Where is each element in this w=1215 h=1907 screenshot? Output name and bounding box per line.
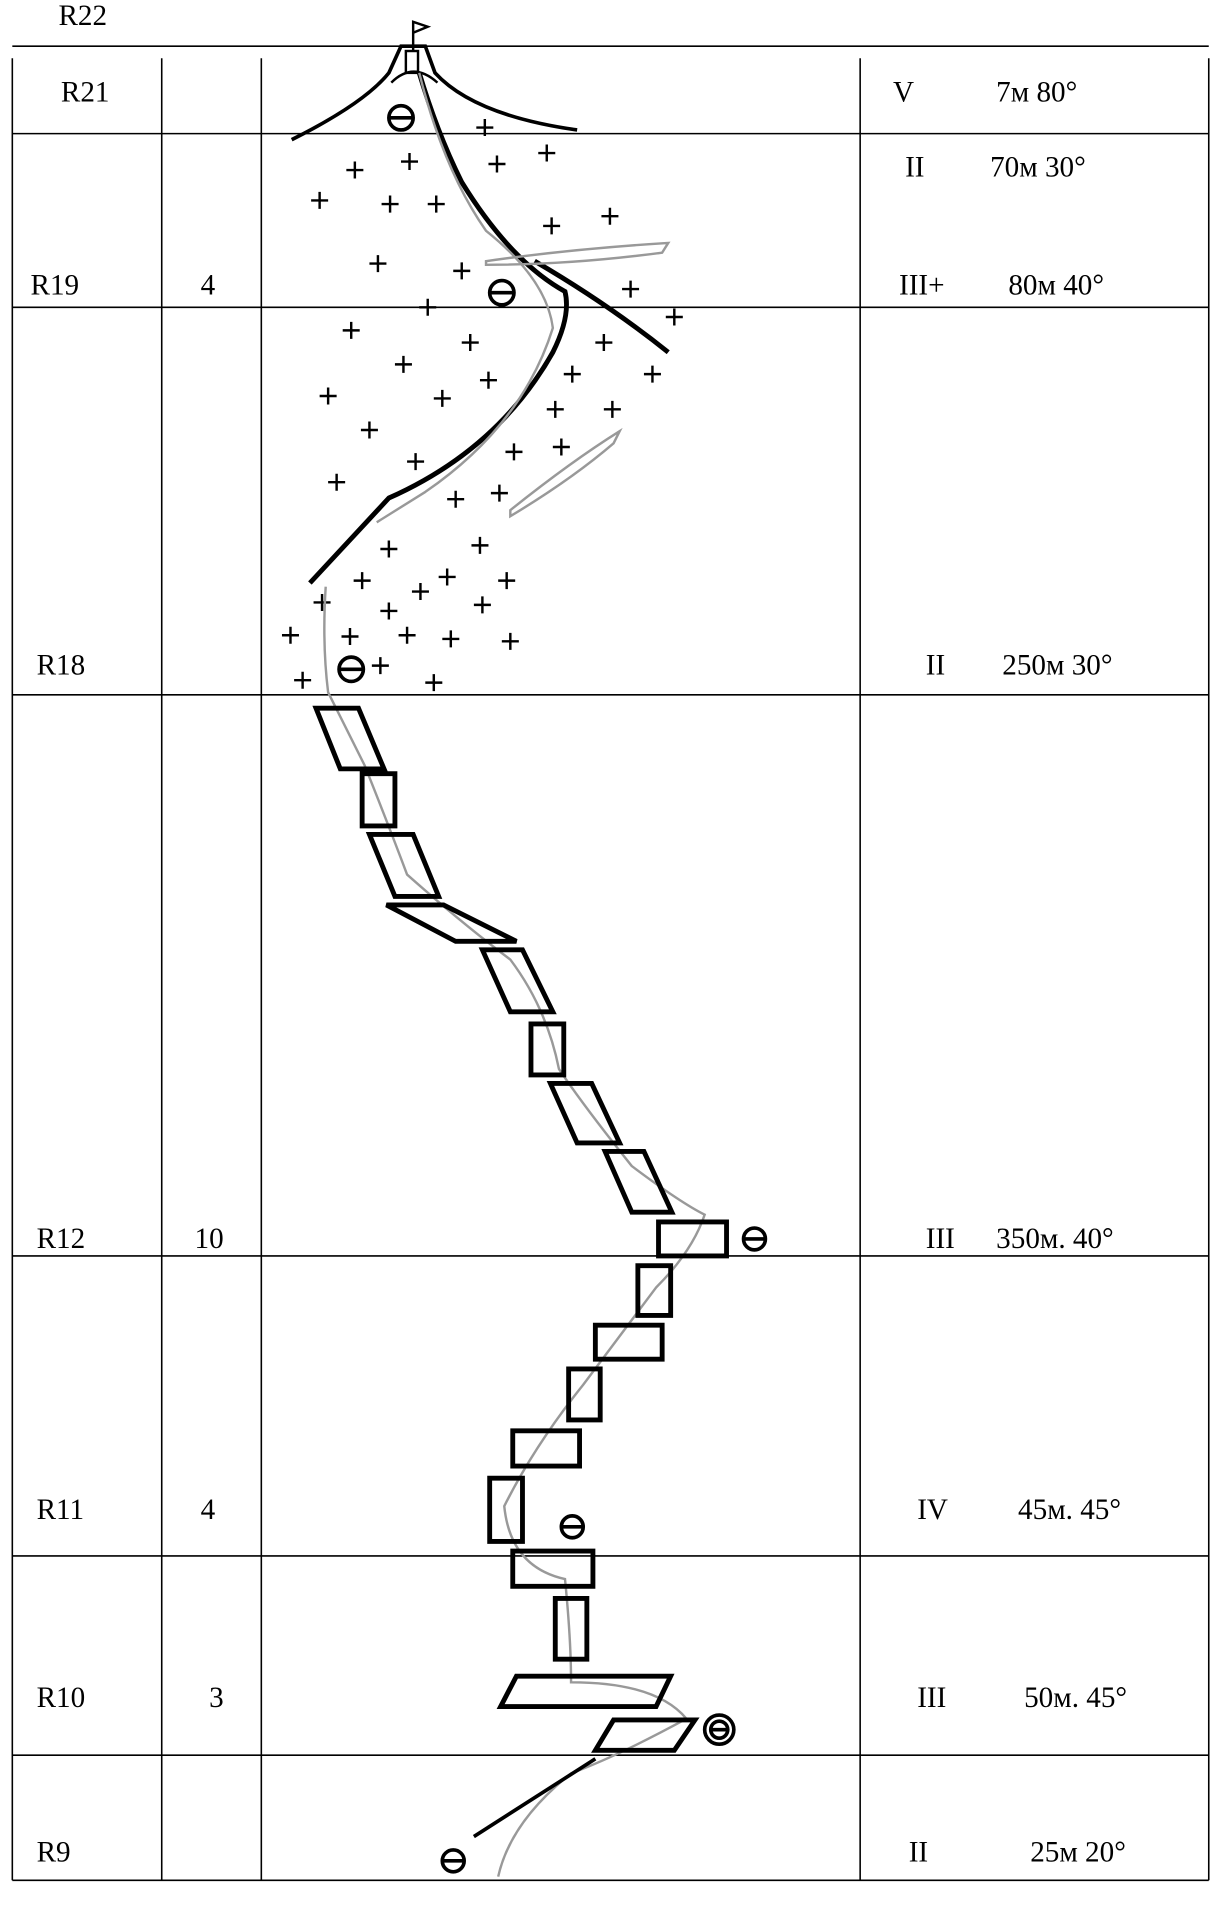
table-grid — [11, 45, 1210, 1882]
pitch: 50м. 45° — [1024, 1682, 1127, 1714]
row-label: R21 — [61, 76, 110, 108]
row-count: 3 — [209, 1682, 224, 1714]
row-count: 4 — [201, 270, 216, 302]
grade: II — [926, 650, 945, 682]
row-count: 4 — [201, 1494, 216, 1526]
pitch: 350м. 40° — [996, 1223, 1114, 1255]
row-label: R19 — [31, 270, 80, 302]
grade: III+ — [899, 270, 945, 302]
pitch: 25м 20° — [1030, 1836, 1126, 1868]
row-label: R12 — [37, 1223, 86, 1255]
pitch: 80м 40° — [1008, 270, 1104, 302]
pitch: 7м 80° — [996, 76, 1077, 108]
grade: II — [909, 1836, 928, 1868]
pitch: 250м 30° — [1002, 650, 1112, 682]
row-label: R18 — [37, 650, 86, 682]
grade: III — [917, 1682, 946, 1714]
row-label: R11 — [37, 1494, 85, 1526]
top-label: R22 — [58, 0, 107, 32]
pitch: 45м. 45° — [1018, 1494, 1121, 1526]
grade: IV — [917, 1494, 948, 1526]
pitch: 70м 30° — [990, 152, 1086, 184]
row-label: R10 — [37, 1682, 86, 1714]
grade: V — [893, 76, 914, 108]
row-count: 10 — [195, 1223, 224, 1255]
row-label: R9 — [37, 1836, 71, 1868]
grade: III — [926, 1223, 955, 1255]
grade: II — [905, 152, 924, 184]
route-drawing — [281, 20, 768, 1877]
